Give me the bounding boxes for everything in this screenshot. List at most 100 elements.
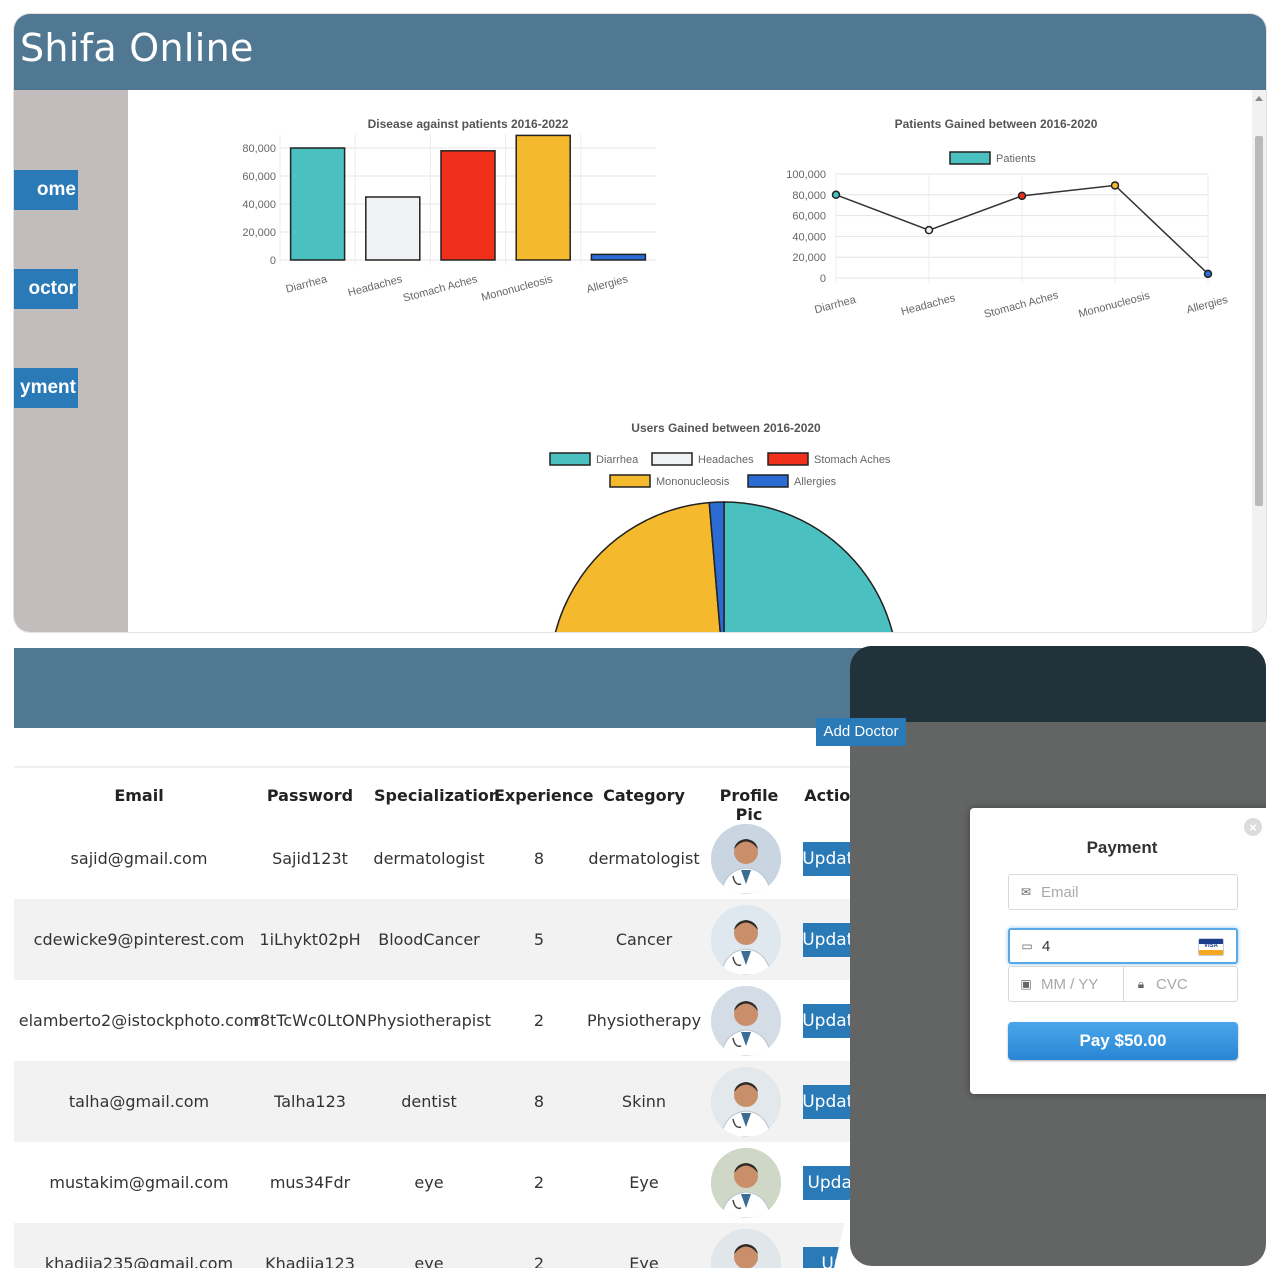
- add-doctor-button[interactable]: Add Doctor: [816, 718, 906, 746]
- line-x-tick-label: Stomach Aches: [983, 289, 1060, 321]
- bar-headaches: [365, 196, 421, 261]
- line-point: [1110, 181, 1120, 190]
- doctor-avatar: [711, 986, 781, 1056]
- line-x-tick-label: Allergies: [1185, 294, 1229, 317]
- table-row: cdewicke9@pinterest.com 1iLhykt02pH BloodC…: [14, 899, 974, 980]
- email-placeholder: Email: [1041, 883, 1079, 901]
- expiry-field[interactable]: ▣ MM / YY: [1008, 966, 1124, 1002]
- scrollbar-thumb[interactable]: [1255, 136, 1263, 506]
- pie-legend-swatch: [549, 452, 591, 466]
- cell-email: sajid@gmail.com: [70, 849, 208, 868]
- app-header: Shifa Online: [14, 14, 1266, 90]
- column-header-category: Category: [603, 786, 685, 805]
- close-icon[interactable]: ×: [1244, 818, 1262, 836]
- card-number-field[interactable]: ▭ 4 VISA: [1008, 928, 1238, 964]
- line-point: [831, 190, 841, 200]
- pay-button[interactable]: Pay $50.00: [1008, 1022, 1238, 1060]
- cvc-placeholder: CVC: [1156, 975, 1188, 993]
- scroll-up-icon[interactable]: [1255, 96, 1263, 101]
- envelope-icon: ✉: [1020, 885, 1032, 899]
- bar-y-tick-label: 20,000: [242, 227, 276, 239]
- line-x-tick-label: Headaches: [900, 292, 957, 318]
- sidebar: ome octor yment: [14, 90, 128, 632]
- bar-y-tick-label: 80,000: [242, 143, 276, 155]
- table-row: elamberto2@istockphoto.com r8tTcWc0LtON Ph…: [14, 980, 974, 1061]
- cell-category: Physiotherapy: [586, 1011, 702, 1030]
- table-row: mustakim@gmail.com mus34Fdr eye 2 Eye Updat: [14, 1142, 974, 1223]
- cell-experience: 2: [533, 1173, 545, 1192]
- cell-category: dermatologist: [588, 849, 700, 868]
- doctors-panel: Add Doctor Email Password Specialization…: [14, 648, 976, 1268]
- doctor-avatar: [711, 1148, 781, 1218]
- cell-category: Skinn: [621, 1092, 667, 1111]
- column-header-profile-pic: Profile Pic: [719, 786, 779, 824]
- cell-category: Eye: [629, 1254, 659, 1268]
- column-header-experience: Experience: [494, 786, 594, 805]
- cell-specialization: BloodCancer: [378, 930, 480, 949]
- bar-y-tick-label: 0: [270, 255, 276, 267]
- line-y-tick-label: 40,000: [792, 231, 826, 243]
- line-point: [1017, 191, 1027, 201]
- cell-specialization: dentist: [401, 1092, 457, 1111]
- column-header-action: Action: [804, 786, 862, 805]
- app-title: Shifa Online: [20, 26, 254, 70]
- pie-legend-swatch: [651, 452, 693, 466]
- line-y-tick-label: 60,000: [792, 211, 826, 223]
- line-chart-title: Patients Gained between 2016-2020: [895, 117, 1098, 131]
- pie-slice-mononucleosis: [554, 501, 722, 632]
- payment-panel: × Payment ✉ Email ▭ 4 VISA ▣ MM / YY: [850, 646, 1266, 1266]
- line-y-tick-label: 0: [820, 273, 826, 285]
- cell-experience: 5: [533, 930, 545, 949]
- cvc-field[interactable]: 🔒︎ CVC: [1123, 966, 1238, 1002]
- cell-specialization: dermatologist: [373, 849, 485, 868]
- bar-mononucleosis: [515, 134, 571, 261]
- pie-legend-label: Allergies: [794, 476, 837, 488]
- payment-modal: × Payment ✉ Email ▭ 4 VISA ▣ MM / YY: [970, 808, 1266, 1094]
- table-row: talha@gmail.com Talha123 dentist 8 Skinn Upda…: [14, 1061, 974, 1142]
- lock-icon: 🔒︎: [1137, 976, 1145, 991]
- pie-legend-label: Headaches: [698, 454, 754, 466]
- modal-title: Payment: [1086, 838, 1158, 857]
- column-header-password: Password: [266, 786, 354, 805]
- cell-specialization: eye: [414, 1173, 444, 1192]
- pie-slice-allergies: [708, 501, 725, 632]
- cell-specialization: eye: [414, 1254, 444, 1268]
- cell-experience: 8: [533, 849, 545, 868]
- sidebar-item-doctor[interactable]: octor: [14, 269, 78, 309]
- bar-chart-title: Disease against patients 2016-2022: [368, 117, 569, 131]
- line-y-tick-label: 80,000: [792, 190, 826, 202]
- sidebar-item-payment[interactable]: yment: [14, 368, 78, 408]
- line-y-tick-label: 20,000: [792, 252, 826, 264]
- payment-page-header: [850, 646, 1266, 722]
- expiry-placeholder: MM / YY: [1041, 975, 1099, 993]
- cell-password: 1iLhykt02pH: [259, 930, 361, 949]
- line-legend-label: Patients: [996, 153, 1036, 165]
- pie-legend-label: Mononucleosis: [656, 476, 730, 488]
- cell-category: Eye: [629, 1173, 659, 1192]
- charts-area: Disease against patients 2016-2022 0 20,00…: [128, 90, 1252, 632]
- cell-experience: 2: [533, 1011, 545, 1030]
- scrollbar[interactable]: [1252, 90, 1266, 632]
- dashboard-panel: Shifa Online ome octor yment Disease aga…: [14, 14, 1266, 632]
- bar-x-tick-label: Mononucleosis: [480, 273, 554, 304]
- line-legend-swatch: [949, 151, 991, 165]
- cell-password: mus34Fdr: [269, 1173, 351, 1192]
- sidebar-item-home[interactable]: ome: [14, 170, 78, 210]
- cell-email: talha@gmail.com: [68, 1092, 210, 1111]
- line-point: [924, 225, 934, 235]
- pie-legend-swatch: [767, 452, 809, 466]
- calendar-icon: ▣: [1020, 977, 1032, 991]
- table-row: khadija235@gmail.com Khadija123 eye 2 Eye Up: [14, 1223, 974, 1268]
- pie-legend-swatch: [609, 474, 651, 488]
- doctor-avatar: [711, 824, 781, 894]
- bar-diarrhea: [289, 147, 346, 261]
- charts-canvas: Disease against patients 2016-2022 0 20,00…: [242, 117, 1230, 632]
- bar-stomach-aches: [440, 150, 496, 261]
- line-x-tick-label: Mononucleosis: [1077, 290, 1151, 321]
- bar-y-tick-label: 40,000: [242, 199, 276, 211]
- bar-x-tick-label: Diarrhea: [285, 273, 330, 296]
- line-x-tick-label: Diarrhea: [813, 294, 858, 317]
- email-field[interactable]: ✉ Email: [1008, 874, 1238, 910]
- cell-password: Khadija123: [265, 1254, 355, 1268]
